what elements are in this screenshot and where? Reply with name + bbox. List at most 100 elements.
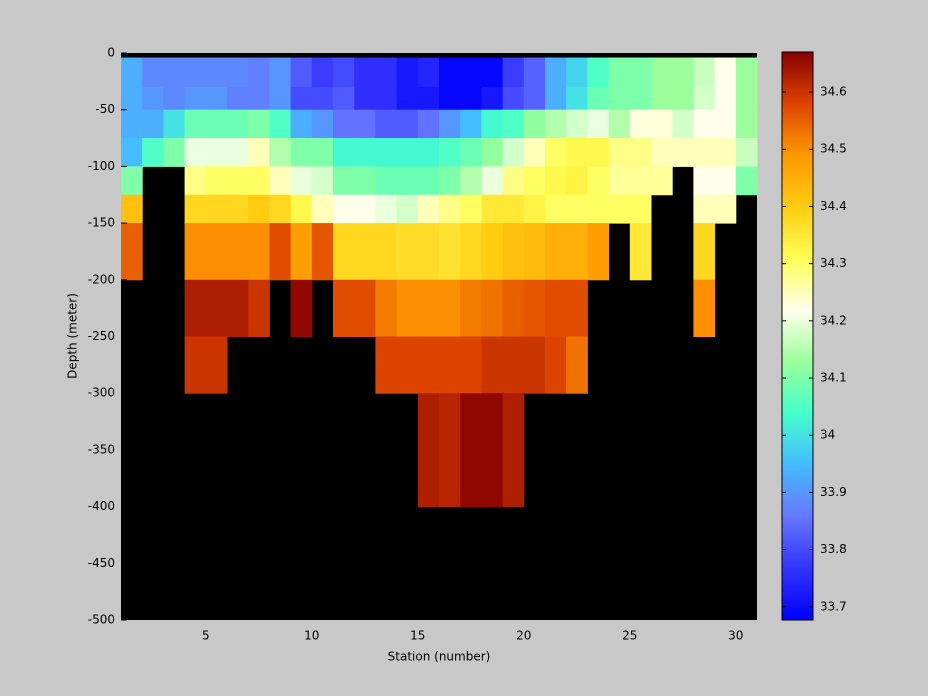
cell — [460, 279, 482, 337]
y-tick-label: -450 — [88, 556, 115, 570]
cell — [290, 87, 313, 111]
cell — [121, 166, 143, 196]
colorbar-tick-label: 34.5 — [820, 142, 847, 156]
cell — [333, 109, 355, 139]
cell — [523, 336, 546, 394]
cell — [481, 336, 504, 394]
cell — [693, 57, 716, 88]
colorbar-tick-label: 34.6 — [820, 85, 847, 99]
cell — [248, 279, 270, 337]
cell — [502, 194, 525, 224]
cell — [375, 166, 398, 196]
cell — [311, 194, 334, 224]
cell — [205, 223, 228, 281]
cell — [333, 57, 355, 88]
cell — [417, 279, 440, 337]
cell — [375, 109, 398, 139]
cell — [227, 87, 249, 111]
y-axis-label: Depth (meter) — [66, 293, 80, 379]
cell — [396, 194, 419, 224]
cell — [184, 138, 207, 167]
cell — [290, 109, 313, 139]
cell — [651, 57, 673, 88]
cell — [290, 166, 313, 196]
cell — [205, 57, 228, 88]
cell — [523, 194, 546, 224]
cell — [184, 336, 207, 394]
cell — [714, 194, 737, 224]
y-tick-label: -200 — [88, 272, 115, 286]
cell — [439, 393, 461, 508]
cell — [439, 279, 461, 337]
cell — [354, 109, 376, 139]
cell — [354, 194, 376, 224]
cell — [333, 87, 355, 111]
cell — [205, 279, 228, 337]
cell — [481, 279, 504, 337]
cell — [439, 109, 461, 139]
cell — [523, 223, 546, 281]
y-tick-label: -400 — [88, 499, 115, 513]
cell — [608, 166, 631, 196]
cell — [735, 109, 758, 139]
cell — [354, 87, 376, 111]
cell — [714, 138, 737, 167]
y-tick-label: -50 — [95, 102, 115, 116]
cell — [269, 194, 292, 224]
cell — [163, 57, 186, 88]
cell — [375, 223, 398, 281]
cell — [502, 336, 525, 394]
cell — [545, 336, 567, 394]
cell — [566, 194, 588, 224]
cell — [566, 223, 588, 281]
cell — [269, 109, 292, 139]
y-tick-label: -350 — [88, 442, 115, 456]
cell — [587, 166, 610, 196]
cell — [248, 138, 270, 167]
cell — [608, 194, 631, 224]
cell — [396, 279, 419, 337]
cell — [375, 57, 398, 88]
cell — [439, 223, 461, 281]
cell — [587, 109, 610, 139]
cell — [439, 138, 461, 167]
cell — [735, 166, 758, 196]
cell — [269, 87, 292, 111]
cell — [248, 223, 270, 281]
cell — [672, 57, 694, 88]
cell — [396, 109, 419, 139]
cell — [629, 223, 652, 281]
cell — [205, 138, 228, 167]
x-tick-label: 15 — [410, 629, 425, 643]
cell — [417, 57, 440, 88]
cell — [290, 194, 313, 224]
cell — [481, 166, 504, 196]
x-tick-label: 5 — [202, 629, 210, 643]
colorbar — [781, 51, 814, 621]
cell — [417, 223, 440, 281]
cell — [375, 194, 398, 224]
cell — [523, 138, 546, 167]
cell — [523, 279, 546, 337]
colorbar-tick-label: 34.1 — [820, 371, 847, 385]
x-tick-label: 20 — [516, 629, 531, 643]
cell — [545, 166, 567, 196]
cell — [502, 87, 525, 111]
cell — [417, 393, 440, 508]
cell — [290, 57, 313, 88]
cell — [417, 87, 440, 111]
cell — [142, 109, 164, 139]
cell — [460, 138, 482, 167]
cell — [375, 336, 398, 394]
cell — [417, 138, 440, 167]
cell — [460, 87, 482, 111]
y-tick-label: -500 — [88, 613, 115, 627]
cell — [587, 138, 610, 167]
cell — [566, 166, 588, 196]
cell — [184, 57, 207, 88]
cell — [735, 138, 758, 167]
cell — [629, 194, 652, 224]
cell — [608, 87, 631, 111]
cell — [545, 279, 567, 337]
cell — [545, 87, 567, 111]
